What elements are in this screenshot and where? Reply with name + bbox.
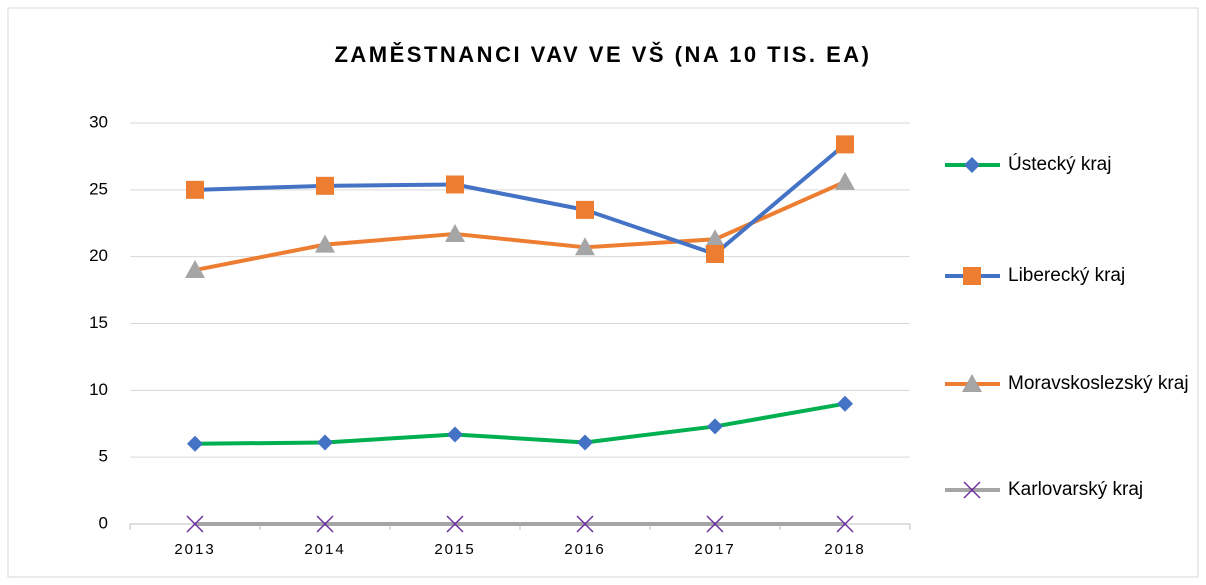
data-point xyxy=(446,175,464,194)
y-tick-label: 10 xyxy=(89,380,108,399)
data-point xyxy=(186,515,204,533)
data-point xyxy=(705,229,725,248)
x-tick-label: 2013 xyxy=(174,541,215,558)
data-point xyxy=(447,426,463,443)
x-tick-label: 2018 xyxy=(824,541,865,558)
y-tick-label: 0 xyxy=(99,513,108,532)
data-point xyxy=(315,234,335,253)
data-point xyxy=(317,434,333,451)
data-point xyxy=(836,515,854,533)
chart-border xyxy=(7,7,1199,578)
data-point xyxy=(706,244,724,263)
legend-marker xyxy=(963,267,981,285)
x-tick-label: 2014 xyxy=(304,541,345,558)
x-tick-label: 2017 xyxy=(694,541,735,558)
data-point xyxy=(837,395,853,412)
data-point xyxy=(707,418,723,435)
x-tick-label: 2016 xyxy=(564,541,605,558)
x-tick-label: 2015 xyxy=(434,541,475,558)
legend-label: Ústecký kraj xyxy=(1008,154,1112,175)
y-tick-label: 20 xyxy=(89,246,108,265)
legend-marker xyxy=(964,157,980,173)
legend-label: Moravskoslezský kraj xyxy=(1008,373,1189,394)
y-tick-label: 15 xyxy=(89,313,108,332)
y-tick-label: 30 xyxy=(89,112,108,131)
legend-marker xyxy=(963,481,981,499)
series-line xyxy=(194,142,847,256)
data-point xyxy=(446,515,464,533)
data-point xyxy=(577,434,593,451)
data-point xyxy=(316,176,334,195)
data-point xyxy=(576,200,594,219)
legend-label: Liberecký kraj xyxy=(1008,265,1126,286)
data-point xyxy=(836,135,854,154)
data-point xyxy=(316,515,334,533)
legend-marker xyxy=(962,374,982,392)
data-point xyxy=(576,515,594,533)
data-point xyxy=(186,180,204,199)
series-line xyxy=(194,179,846,272)
data-point xyxy=(835,171,855,190)
chart-title: ZAMĚSTNANCI VAV VE VŠ (NA 10 TIS. EA) xyxy=(334,42,871,67)
data-point xyxy=(187,435,203,452)
series-line xyxy=(194,401,846,446)
y-tick-label: 5 xyxy=(99,447,108,466)
legend-label: Karlovarský kraj xyxy=(1008,479,1144,500)
data-point xyxy=(445,223,465,242)
data-point xyxy=(185,260,205,279)
data-point xyxy=(706,515,724,533)
y-tick-label: 25 xyxy=(89,179,108,198)
data-point xyxy=(575,237,595,256)
